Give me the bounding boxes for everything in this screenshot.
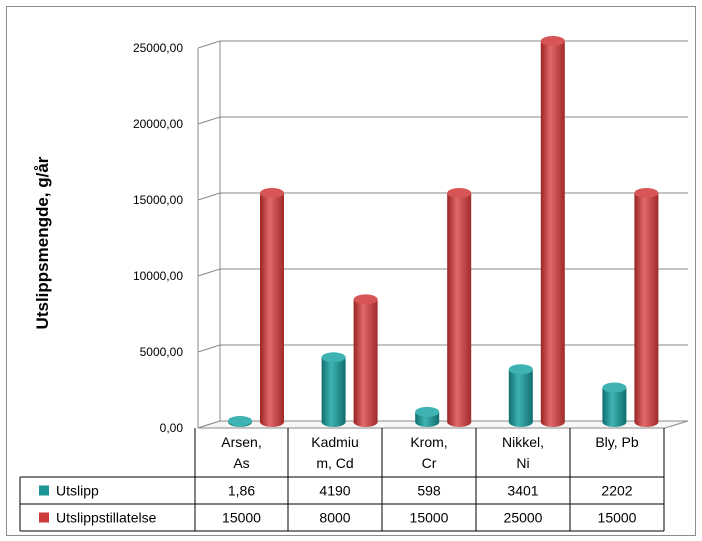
bar-utslipp-5 bbox=[602, 382, 627, 427]
data-label: 15000 bbox=[598, 510, 637, 526]
x-tick-label: Bly, Pb bbox=[595, 434, 639, 450]
bar-utslippstillatelse-2 bbox=[353, 294, 378, 427]
gridline-slant bbox=[197, 192, 221, 201]
data-label: 15000 bbox=[410, 510, 449, 526]
bar-utslippstillatelse-5 bbox=[634, 188, 659, 427]
bar-top bbox=[508, 364, 533, 375]
bar-top bbox=[260, 188, 284, 198]
legend-label: Utslipp bbox=[56, 483, 99, 499]
bars bbox=[228, 36, 659, 427]
data-label: 598 bbox=[417, 483, 441, 499]
x-tick-label: Kadmiu bbox=[311, 434, 358, 450]
x-tick-label: Krom, bbox=[410, 434, 447, 450]
bar-top bbox=[540, 36, 565, 46]
y-tick-label: 25000,00 bbox=[133, 41, 183, 55]
bar-utslipp-4 bbox=[508, 364, 533, 427]
bar-body bbox=[634, 193, 659, 422]
bar-body bbox=[447, 193, 472, 422]
bar-top bbox=[321, 352, 346, 363]
bar-base bbox=[508, 417, 533, 427]
data-table: Arsen, As Kadmiu m, Cd Krom, Cr Nikkel, Ni Bly, … bbox=[19, 428, 665, 532]
data-label: 1,86 bbox=[228, 483, 255, 499]
legend-label: Utslippstillatelse bbox=[56, 510, 157, 526]
y-tick-label: 5000,00 bbox=[140, 345, 184, 359]
bar-base bbox=[321, 417, 346, 427]
y-tick-label: 10000,00 bbox=[133, 269, 183, 283]
bar-utslippstillatelse-1 bbox=[260, 188, 284, 427]
x-tick-label: Arsen, bbox=[221, 434, 261, 450]
bar-base bbox=[353, 417, 378, 427]
data-label: 2202 bbox=[601, 483, 632, 499]
bar-base bbox=[415, 417, 440, 427]
gridline-slant bbox=[197, 116, 221, 125]
data-label: 25000 bbox=[504, 510, 543, 526]
bar-utslippstillatelse-3 bbox=[447, 188, 472, 427]
y-tick-label: 15000,00 bbox=[133, 193, 183, 207]
bar-body bbox=[540, 41, 565, 422]
x-tick-label: Ni bbox=[516, 455, 529, 471]
bar-body bbox=[508, 369, 533, 422]
legend-key-utslippstillatelse bbox=[39, 512, 49, 523]
bar-top bbox=[634, 188, 659, 198]
bar-top bbox=[415, 406, 440, 417]
bar-top bbox=[353, 294, 378, 305]
gridlines bbox=[197, 40, 689, 429]
bar-base bbox=[540, 417, 565, 427]
bar-body bbox=[415, 411, 440, 422]
bar-utslippstillatelse-4 bbox=[540, 36, 565, 427]
bar-top bbox=[228, 415, 252, 426]
gridline-slant bbox=[197, 344, 221, 353]
data-label: 15000 bbox=[222, 510, 261, 526]
bar-body bbox=[321, 357, 346, 422]
bar-body bbox=[260, 193, 284, 422]
y-tick-label: 20000,00 bbox=[133, 117, 183, 131]
bar-base bbox=[634, 417, 659, 427]
gridline-slant bbox=[197, 40, 221, 49]
bar-base bbox=[602, 417, 627, 427]
bar-utslipp-2 bbox=[321, 352, 346, 427]
data-label: 8000 bbox=[319, 510, 350, 526]
x-tick-label: Cr bbox=[422, 455, 437, 471]
x-tick-label: Nikkel, bbox=[502, 434, 544, 450]
bar-top bbox=[447, 188, 472, 198]
bar-base bbox=[260, 417, 284, 427]
bar-utslipp-1 bbox=[228, 415, 252, 427]
bar-base bbox=[447, 417, 472, 427]
x-tick-label: m, Cd bbox=[316, 455, 353, 471]
data-label: 4190 bbox=[319, 483, 350, 499]
chart-frame bbox=[6, 6, 696, 536]
y-tick-label: 0,00 bbox=[160, 421, 184, 435]
gridline-slant bbox=[197, 268, 221, 277]
bar-utslipp-3 bbox=[415, 406, 440, 427]
bar-body bbox=[602, 387, 627, 422]
y-axis-label: Utslippsmengde, g/år bbox=[33, 156, 52, 329]
bar-top bbox=[602, 382, 627, 393]
y-axis-ticks: 0,00 5000,00 10000,00 15000,00 20000,00 25000… bbox=[133, 41, 183, 435]
floor bbox=[197, 420, 689, 429]
legend-key-utslipp bbox=[39, 485, 49, 496]
data-label: 3401 bbox=[507, 483, 538, 499]
x-tick-label: As bbox=[233, 455, 249, 471]
bar-body bbox=[353, 299, 378, 422]
